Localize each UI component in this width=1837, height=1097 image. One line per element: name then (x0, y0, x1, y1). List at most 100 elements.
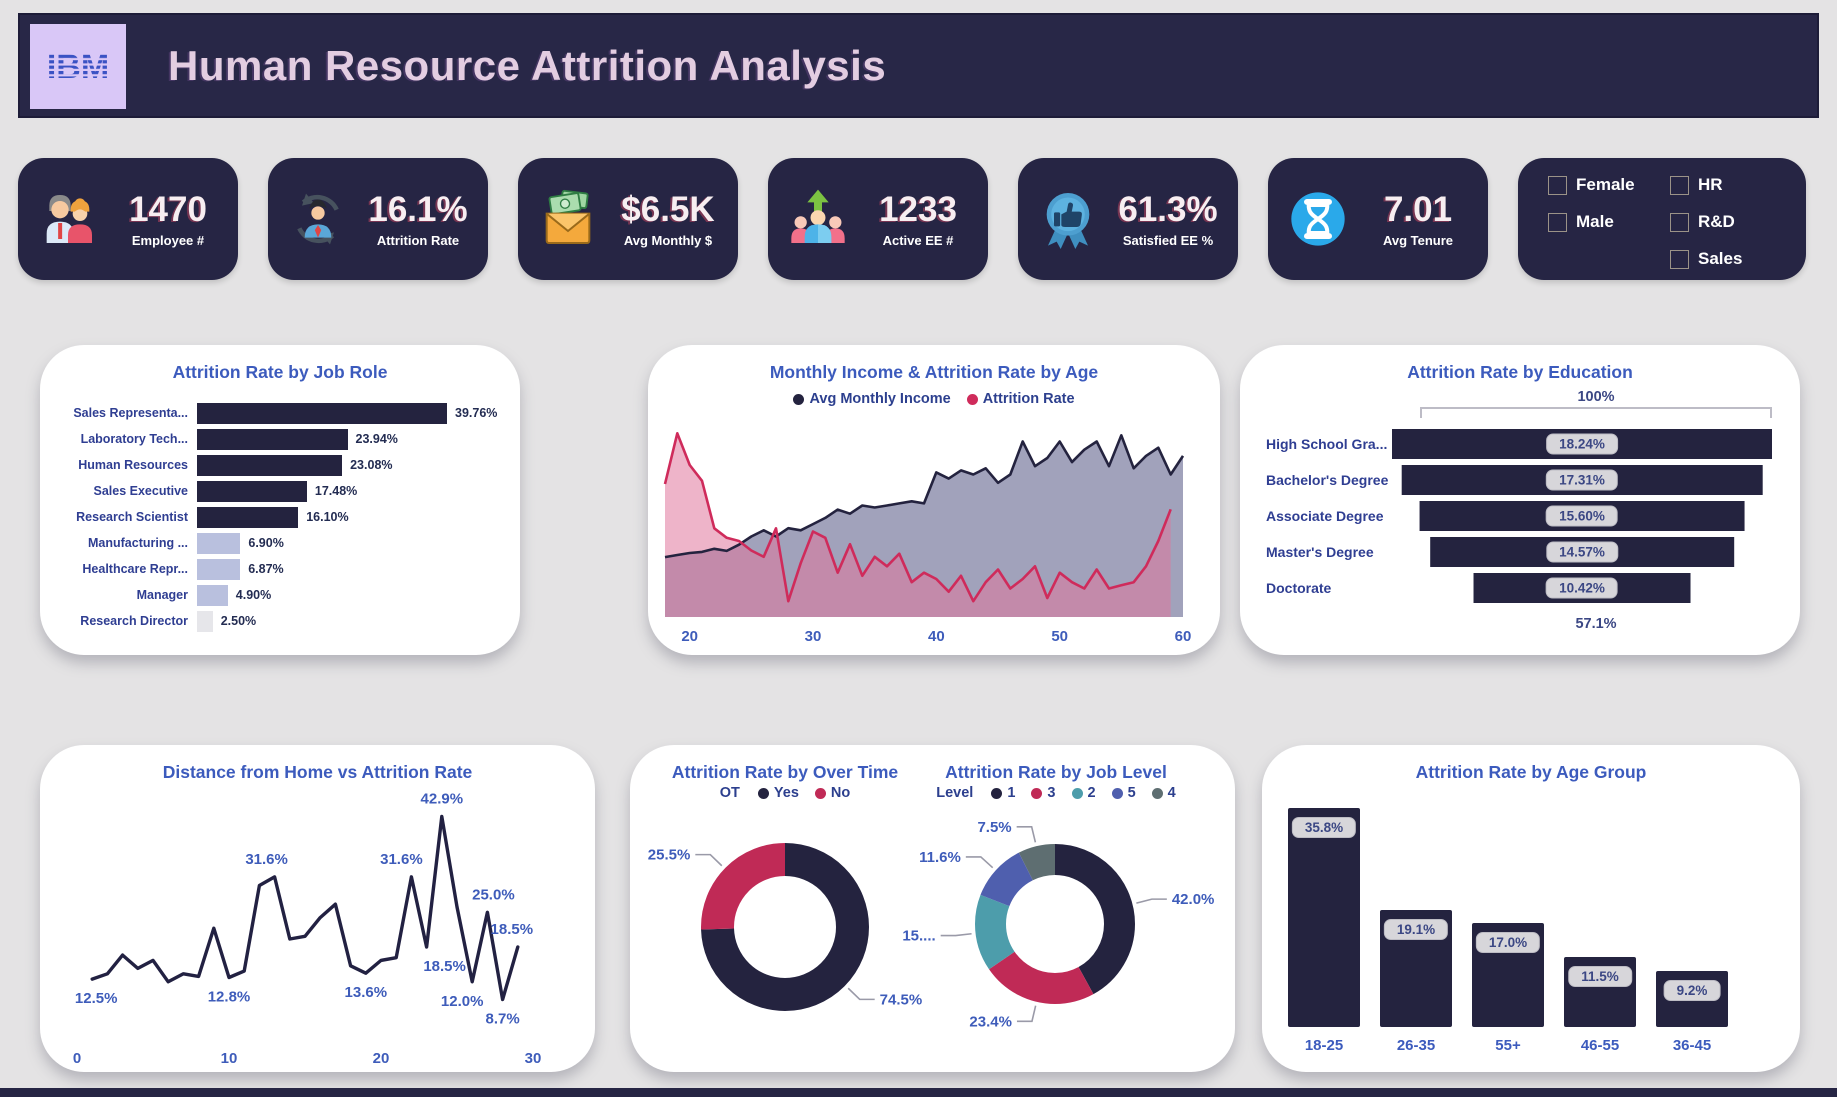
age-group-value-pill: 17.0% (1475, 932, 1541, 953)
legend-item-attrition-rate[interactable]: Attrition Rate (966, 391, 1075, 407)
kpi-text: 1470 Employee # (110, 190, 238, 248)
age-group-bars: 35.8% 19.1% 17.0% 11.5% 9.2% (1288, 808, 1774, 1027)
point-label: 18.5% (423, 958, 466, 975)
funnel-bar[interactable]: 10.42% (1473, 573, 1691, 603)
job-role-row: Manager 4.90% (56, 582, 510, 608)
kpi-text: 16.1% Attrition Rate (360, 190, 488, 248)
donut-slice-4[interactable] (975, 844, 1135, 1004)
funnel-rows: High School Gra... 18.24% Bachelor's Degre… (1240, 426, 1800, 606)
filter-gender-female[interactable]: Female (1548, 175, 1635, 195)
legend-item-avg-monthly-income[interactable]: Avg Monthly Income (793, 391, 951, 407)
chart-title-overtime: Attrition Rate by Over Time (671, 762, 899, 782)
checkbox-sales[interactable] (1670, 249, 1689, 269)
page-title: Human Resource Attrition Analysis (168, 41, 887, 89)
donut-label-leader (847, 987, 875, 1001)
job-role-category-label: Healthcare Repr... (82, 562, 188, 576)
job-role-value-label: 16.10% (306, 510, 349, 524)
chart-card-education: Attrition Rate by Education 100% High Sc… (1240, 345, 1800, 655)
job-role-value-label: 6.87% (248, 562, 284, 576)
kpi-card-attrition-rate: 16.1% Attrition Rate (268, 158, 488, 280)
job-role-bar[interactable] (197, 454, 343, 476)
legend-item-1[interactable]: 1 (991, 785, 1015, 801)
donut-value-label: 25.5% (648, 847, 691, 864)
job-role-value-label: 6.90% (248, 536, 284, 550)
filter-gender-male[interactable]: Male (1548, 212, 1614, 232)
funnel-bar[interactable]: 14.57% (1430, 537, 1734, 567)
checkbox-label: Male (1576, 212, 1614, 231)
age-group-bar[interactable]: 9.2% (1656, 971, 1728, 1027)
kpi-card-employee-: 1470 Employee # (18, 158, 238, 280)
donut-slice-no[interactable] (701, 843, 869, 1011)
filter-department-hr[interactable]: HR (1670, 175, 1723, 195)
legend-label: 1 (1007, 785, 1016, 801)
ibm-logo: IBM (30, 24, 126, 109)
x-tick-label: 60 (1175, 628, 1192, 645)
chart-card-job-role: Attrition Rate by Job Role Sales Represe… (40, 345, 520, 655)
funnel-bar[interactable]: 17.31% (1401, 465, 1763, 495)
checkbox-hr[interactable] (1670, 175, 1689, 195)
legend-label: Yes (773, 785, 799, 801)
legend-item-4[interactable]: 4 (1151, 785, 1176, 801)
funnel-row: Doctorate 10.42% (1240, 570, 1800, 606)
area-line-0[interactable] (664, 433, 1185, 559)
ibm-logo-text: IBM (47, 48, 109, 86)
point-label: 31.6% (245, 851, 288, 868)
area-fill-0[interactable] (665, 435, 1183, 617)
donut-value-label: 7.5% (977, 822, 1011, 836)
legend-item-no[interactable]: No (814, 785, 850, 801)
funnel-row: Master's Degree 14.57% (1240, 534, 1800, 570)
checkbox-r-d[interactable] (1670, 212, 1689, 232)
age-group-category-label: 18-25 (1304, 1037, 1344, 1054)
age-group-bar[interactable]: 35.8% (1288, 808, 1360, 1027)
chart-card-income-age: Monthly Income & Attrition Rate by Age A… (648, 345, 1220, 655)
job-role-bar[interactable] (197, 532, 241, 554)
kpi-card-satisfied-ee-: 61.3% Satisfied EE % (1018, 158, 1238, 280)
age-group-category-label: 36-45 (1672, 1037, 1712, 1054)
x-tick-label: 10 (221, 1050, 238, 1067)
overtime-legend: OT Yes No (635, 785, 935, 801)
legend-dot (814, 787, 826, 799)
filter-department-r-d[interactable]: R&D (1670, 212, 1735, 232)
job-role-bar[interactable] (197, 558, 241, 580)
donut-slice-3[interactable] (975, 844, 1135, 1004)
income-age-area-chart: 20 30 40 50 60 (663, 431, 1192, 645)
legend-item-2[interactable]: 2 (1071, 785, 1096, 801)
point-label: 12.5% (75, 990, 118, 1007)
education-category-label: Master's Degree (1266, 544, 1374, 560)
job-role-row: Sales Representa... 39.76% (56, 400, 510, 426)
x-tick-label: 30 (805, 628, 822, 645)
age-group-category-label: 55+ (1495, 1037, 1521, 1054)
job-role-row: Laboratory Tech... 23.94% (56, 426, 510, 452)
job-role-bar[interactable] (197, 584, 228, 606)
legend-item-5[interactable]: 5 (1111, 785, 1136, 801)
age-group-bar[interactable]: 17.0% (1472, 923, 1544, 1027)
legend-label: 5 (1127, 785, 1136, 801)
chart-title-distance: Distance from Home vs Attrition Rate (162, 762, 473, 782)
age-group-bar[interactable]: 19.1% (1380, 910, 1452, 1027)
legend-dot (991, 787, 1003, 799)
job-role-bar[interactable] (197, 402, 447, 424)
funnel-bar[interactable]: 18.24% (1392, 429, 1772, 459)
area-fill-1[interactable] (665, 433, 1171, 617)
job-role-bar[interactable] (197, 480, 307, 502)
funnel-bar[interactable]: 15.60% (1419, 501, 1745, 531)
job-role-value-label: 39.76% (455, 406, 498, 420)
donut-charts: 74.5% 25.5% 42.0% 23.4% 15.... 11.6% 7.5% (648, 822, 1215, 1030)
employees-icon (26, 187, 110, 251)
donut-slice-2[interactable] (975, 844, 1135, 1004)
distance-line[interactable] (90, 814, 520, 1002)
legend-item-yes[interactable]: Yes (757, 785, 799, 801)
area-line-1[interactable] (663, 431, 1172, 603)
job-role-category-label: Laboratory Tech... (80, 432, 188, 446)
checkbox-female[interactable] (1548, 175, 1567, 195)
filter-department-sales[interactable]: Sales (1670, 249, 1742, 269)
kpi-label: Active EE # (882, 233, 954, 248)
job-role-bar[interactable] (197, 428, 348, 450)
legend-item-3[interactable]: 3 (1031, 785, 1056, 801)
job-role-bar[interactable] (197, 610, 213, 632)
age-group-value-pill: 11.5% (1568, 966, 1632, 987)
checkbox-male[interactable] (1548, 212, 1567, 232)
chart-title-education: Attrition Rate by Education (1407, 362, 1633, 382)
age-group-bar[interactable]: 11.5% (1564, 957, 1636, 1027)
job-role-bar[interactable] (197, 506, 299, 528)
